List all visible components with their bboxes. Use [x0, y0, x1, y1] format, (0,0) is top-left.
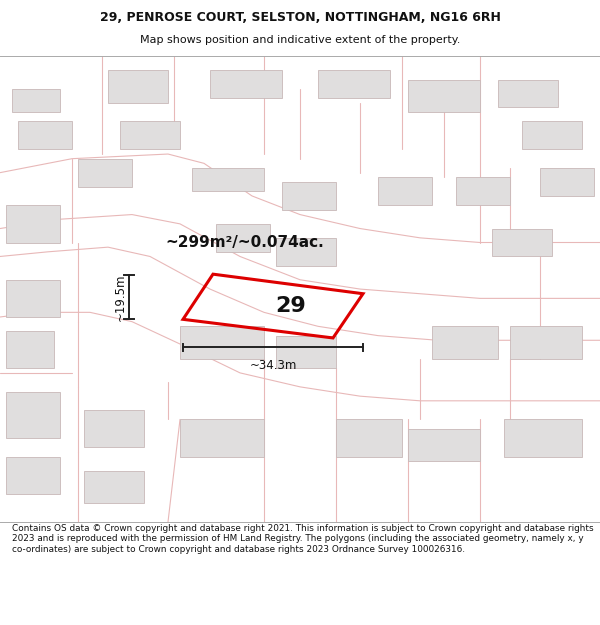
- Text: 29: 29: [275, 296, 307, 316]
- Polygon shape: [120, 121, 180, 149]
- Polygon shape: [6, 331, 54, 368]
- Text: 29, PENROSE COURT, SELSTON, NOTTINGHAM, NG16 6RH: 29, PENROSE COURT, SELSTON, NOTTINGHAM, …: [100, 11, 500, 24]
- Polygon shape: [192, 168, 264, 191]
- Polygon shape: [6, 457, 60, 494]
- Polygon shape: [408, 429, 480, 461]
- Polygon shape: [408, 79, 480, 112]
- Polygon shape: [6, 280, 60, 317]
- Polygon shape: [6, 205, 60, 242]
- Polygon shape: [540, 168, 594, 196]
- Polygon shape: [18, 121, 72, 149]
- Polygon shape: [108, 70, 168, 102]
- Polygon shape: [84, 471, 144, 503]
- Polygon shape: [492, 229, 552, 256]
- Polygon shape: [180, 419, 264, 457]
- Polygon shape: [276, 238, 336, 266]
- Polygon shape: [522, 121, 582, 149]
- Polygon shape: [84, 410, 144, 447]
- Polygon shape: [216, 224, 270, 252]
- Polygon shape: [498, 79, 558, 107]
- Polygon shape: [180, 326, 264, 359]
- Polygon shape: [78, 159, 132, 187]
- Text: ~34.3m: ~34.3m: [250, 359, 296, 372]
- Polygon shape: [504, 419, 582, 457]
- Polygon shape: [378, 177, 432, 205]
- Polygon shape: [210, 70, 282, 98]
- Polygon shape: [276, 336, 336, 368]
- Text: ~299m²/~0.074ac.: ~299m²/~0.074ac.: [165, 235, 324, 250]
- Polygon shape: [6, 391, 60, 438]
- Polygon shape: [12, 89, 60, 112]
- Text: Contains OS data © Crown copyright and database right 2021. This information is : Contains OS data © Crown copyright and d…: [12, 524, 593, 554]
- Text: ~19.5m: ~19.5m: [113, 274, 127, 321]
- Polygon shape: [456, 177, 510, 205]
- Polygon shape: [318, 70, 390, 98]
- Polygon shape: [510, 326, 582, 359]
- Polygon shape: [432, 326, 498, 359]
- Polygon shape: [336, 419, 402, 457]
- Text: Map shows position and indicative extent of the property.: Map shows position and indicative extent…: [140, 35, 460, 45]
- Polygon shape: [282, 182, 336, 210]
